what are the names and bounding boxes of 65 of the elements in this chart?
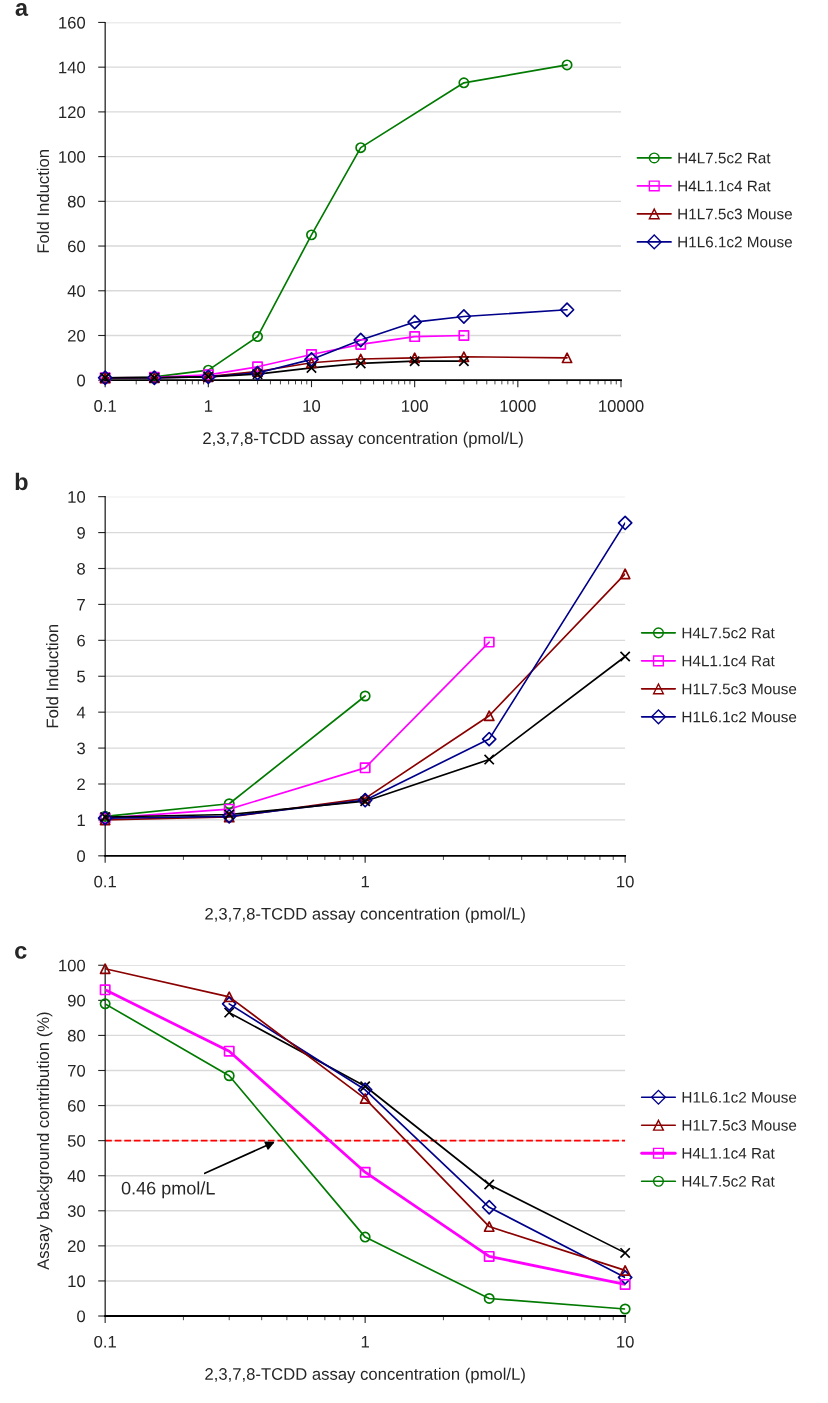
y-tick-label: 70 [68, 1064, 86, 1077]
x-tick-label: 10000 [599, 400, 644, 412]
legend-label: H1L7.5c3 Mouse [682, 1119, 797, 1131]
x-tick-label: 1 [361, 875, 369, 888]
y-tick-label: 5 [77, 670, 86, 683]
y-tick-label: 160 [59, 16, 86, 29]
y-tick-label: 7 [77, 598, 85, 611]
legend-label: H4L1.1c4 Rat [678, 180, 771, 192]
y-tick-label: 1 [77, 814, 85, 826]
y-tick-label: 20 [68, 1240, 86, 1253]
y-tick-label: 80 [67, 1029, 86, 1042]
chart-title: a [15, 3, 29, 16]
y-tick-label: 100 [59, 959, 86, 972]
x-tick-label: 1000 [500, 400, 536, 412]
x-tick-label: 100 [402, 400, 428, 412]
x-tick-label: 10 [617, 875, 634, 888]
legend-label: H4L7.5c2 Rat [682, 1175, 775, 1187]
y-tick-label: 8 [77, 562, 85, 575]
legend-label: H1L7.5c3 Mouse [678, 208, 792, 220]
y-tick-label: 0 [77, 1310, 86, 1323]
x-tick-label: 10 [303, 400, 321, 412]
y-tick-label: 2 [77, 778, 85, 791]
y-tick-label: 20 [68, 329, 86, 342]
y-tick-label: 140 [59, 61, 86, 74]
x-tick-label: 10 [617, 1335, 634, 1348]
y-tick-label: 100 [59, 151, 86, 163]
x-tick-label: 1 [204, 400, 213, 412]
y-tick-label: 0 [77, 850, 86, 863]
x-tick-label: 0.1 [94, 875, 116, 888]
legend-label: H1L6.1c2 Mouse [678, 236, 792, 248]
annotation: 0.46 pmol/L [121, 1181, 215, 1199]
y-tick-label: 10 [68, 1275, 86, 1288]
legend-label: H1L7.5c3 Mouse [682, 683, 797, 695]
y-tick-label: 30 [67, 1205, 86, 1217]
legend-label: H4L1.1c4 Rat [682, 1148, 775, 1159]
legend-label: H4L1.1c4 Rat [682, 655, 775, 667]
legend-label: H4L7.5c2 Rat [678, 152, 771, 164]
y-tick-label: 60 [68, 240, 86, 253]
y-tick-label: 6 [77, 634, 85, 647]
x-axis-title: 2,3,7,8-TCDD assay concentration (pmol/L) [205, 1367, 525, 1384]
y-tick-label: 80 [67, 195, 86, 208]
x-tick-label: 0.1 [94, 1335, 116, 1348]
y-tick-label: 90 [67, 994, 86, 1007]
legend-label: H1L6.1c2 Mouse [682, 1091, 797, 1103]
y-axis-title: Assay background contribution (%) [36, 1012, 53, 1270]
chart-title: c [15, 945, 27, 959]
x-tick-label: 0.1 [94, 400, 116, 412]
y-tick-label: 50 [67, 1135, 86, 1147]
y-tick-label: 10 [68, 491, 86, 503]
x-axis-title: 2,3,7,8-TCDD assay concentration (pmol/L) [203, 431, 523, 448]
y-tick-label: 0 [77, 374, 86, 387]
y-tick-label: 40 [67, 285, 86, 297]
x-tick-label: 1 [361, 1336, 369, 1348]
legend-label: H4L7.5c2 Rat [682, 627, 775, 639]
y-tick-label: 9 [77, 526, 85, 539]
y-tick-label: 4 [76, 706, 86, 719]
y-tick-label: 40 [67, 1170, 86, 1182]
y-tick-label: 3 [77, 742, 85, 755]
legend-label: H1L6.1c2 Mouse [682, 711, 797, 723]
chart-title: b [15, 472, 28, 491]
y-tick-label: 120 [59, 106, 86, 119]
y-axis-title: Fold Induction [36, 150, 50, 253]
x-axis-title: 2,3,7,8-TCDD assay concentration (pmol/L) [205, 907, 525, 924]
y-tick-label: 60 [68, 1099, 86, 1112]
y-axis-title: Fold Induction [46, 624, 59, 728]
